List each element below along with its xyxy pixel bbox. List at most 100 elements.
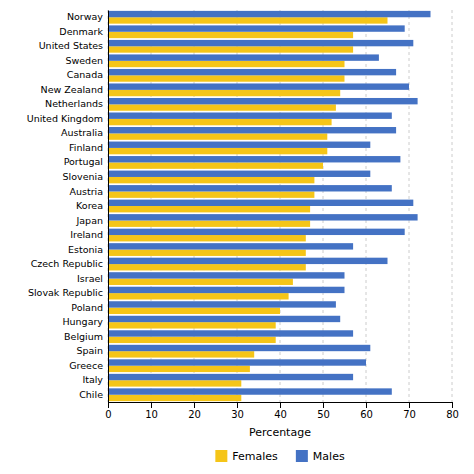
bar <box>108 17 388 23</box>
x-tick: 80 <box>446 402 459 420</box>
bar <box>108 359 366 365</box>
bar <box>108 40 413 46</box>
y-tick: Finland <box>69 142 108 153</box>
bar <box>108 25 405 31</box>
y-tick: Norway <box>67 11 108 22</box>
y-tick-label: Japan <box>76 215 104 226</box>
y-tick: Belgium <box>64 331 108 342</box>
y-tick-label: Spain <box>76 345 103 356</box>
y-tick-label: Israel <box>77 273 103 284</box>
bar <box>108 380 241 386</box>
x-axis: 01020304050607080 <box>105 402 459 420</box>
bar <box>108 185 392 191</box>
grid-line <box>108 10 109 402</box>
x-tick-mark <box>280 402 281 408</box>
y-tick-label: Norway <box>67 11 103 22</box>
y-tick-label: Sweden <box>65 55 103 66</box>
legend-item: Females <box>215 450 278 463</box>
x-tick: 40 <box>274 402 287 420</box>
bar <box>108 272 345 278</box>
x-tick-label: 70 <box>403 409 416 420</box>
y-tick-label: Poland <box>71 302 103 313</box>
bar <box>108 395 241 401</box>
bar <box>108 388 392 394</box>
y-tick-label: Greece <box>69 360 103 371</box>
y-tick-label: Slovenia <box>63 171 103 182</box>
y-tick-label: Austria <box>69 186 103 197</box>
x-tick-mark <box>366 402 367 408</box>
y-tick-label: Korea <box>76 200 103 211</box>
legend-swatch <box>215 450 227 462</box>
bar <box>108 264 306 270</box>
bar <box>108 46 353 52</box>
y-tick: Canada <box>67 69 108 80</box>
legend: Females Males <box>215 450 345 463</box>
bar <box>108 177 314 183</box>
x-tick: 0 <box>105 402 111 420</box>
bar <box>108 316 340 322</box>
bar <box>108 61 345 67</box>
y-tick: Sweden <box>65 55 108 66</box>
x-tick-mark <box>409 402 410 408</box>
bar <box>108 221 310 227</box>
y-tick-label: United States <box>39 40 103 51</box>
y-tick: Hungary <box>62 316 108 327</box>
y-tick: Australia <box>61 127 108 138</box>
y-tick: Poland <box>71 302 108 313</box>
y-tick: Ireland <box>70 229 108 240</box>
y-tick-label: Italy <box>82 374 103 385</box>
y-tick: Czech Republic <box>31 258 108 269</box>
bar <box>108 133 327 139</box>
bar <box>108 337 276 343</box>
y-tick-label: Portugal <box>64 156 103 167</box>
bar <box>108 279 293 285</box>
plot-area: 01020304050607080NorwayDenmarkUnited Sta… <box>27 10 459 439</box>
y-tick: Denmark <box>59 26 108 37</box>
grid-line <box>452 10 453 402</box>
chart: 01020304050607080NorwayDenmarkUnited Sta… <box>0 0 474 474</box>
y-tick: Chile <box>79 389 108 400</box>
bar <box>108 113 392 119</box>
y-tick-label: Denmark <box>59 26 103 37</box>
x-tick-mark <box>237 402 238 408</box>
bar <box>108 54 379 60</box>
y-tick: Slovak Republic <box>28 287 108 298</box>
bar <box>108 250 306 256</box>
x-tick-label: 60 <box>360 409 373 420</box>
x-tick-mark <box>323 402 324 408</box>
y-tick-label: United Kingdom <box>27 113 103 124</box>
x-tick-mark <box>452 402 453 408</box>
bar <box>108 330 353 336</box>
y-tick-label: Hungary <box>62 316 103 327</box>
bar <box>108 351 254 357</box>
legend-label: Males <box>313 450 345 463</box>
y-tick: Italy <box>82 374 108 385</box>
y-tick: United Kingdom <box>27 113 108 124</box>
bar <box>108 229 405 235</box>
bar <box>108 171 370 177</box>
y-tick-label: Belgium <box>64 331 103 342</box>
bar <box>108 345 370 351</box>
bar <box>108 11 431 17</box>
x-tick-label: 30 <box>231 409 244 420</box>
bar <box>108 301 336 307</box>
y-tick: New Zealand <box>41 84 108 95</box>
bar <box>108 162 323 168</box>
y-tick: Netherlands <box>45 98 108 109</box>
y-tick: Korea <box>76 200 108 211</box>
x-tick: 70 <box>403 402 416 420</box>
bar <box>108 322 276 328</box>
y-tick-label: New Zealand <box>41 84 103 95</box>
x-tick-label: 50 <box>317 409 330 420</box>
y-tick-label: Estonia <box>68 244 103 255</box>
x-tick-label: 10 <box>145 409 158 420</box>
bar <box>108 308 280 314</box>
y-tick-label: Czech Republic <box>31 258 103 269</box>
bar <box>108 366 250 372</box>
y-tick: Austria <box>69 186 108 197</box>
y-tick: Spain <box>76 345 108 356</box>
y-tick-label: Finland <box>69 142 103 153</box>
y-tick: Israel <box>77 273 108 284</box>
y-tick: Greece <box>69 360 108 371</box>
x-tick: 50 <box>317 402 330 420</box>
